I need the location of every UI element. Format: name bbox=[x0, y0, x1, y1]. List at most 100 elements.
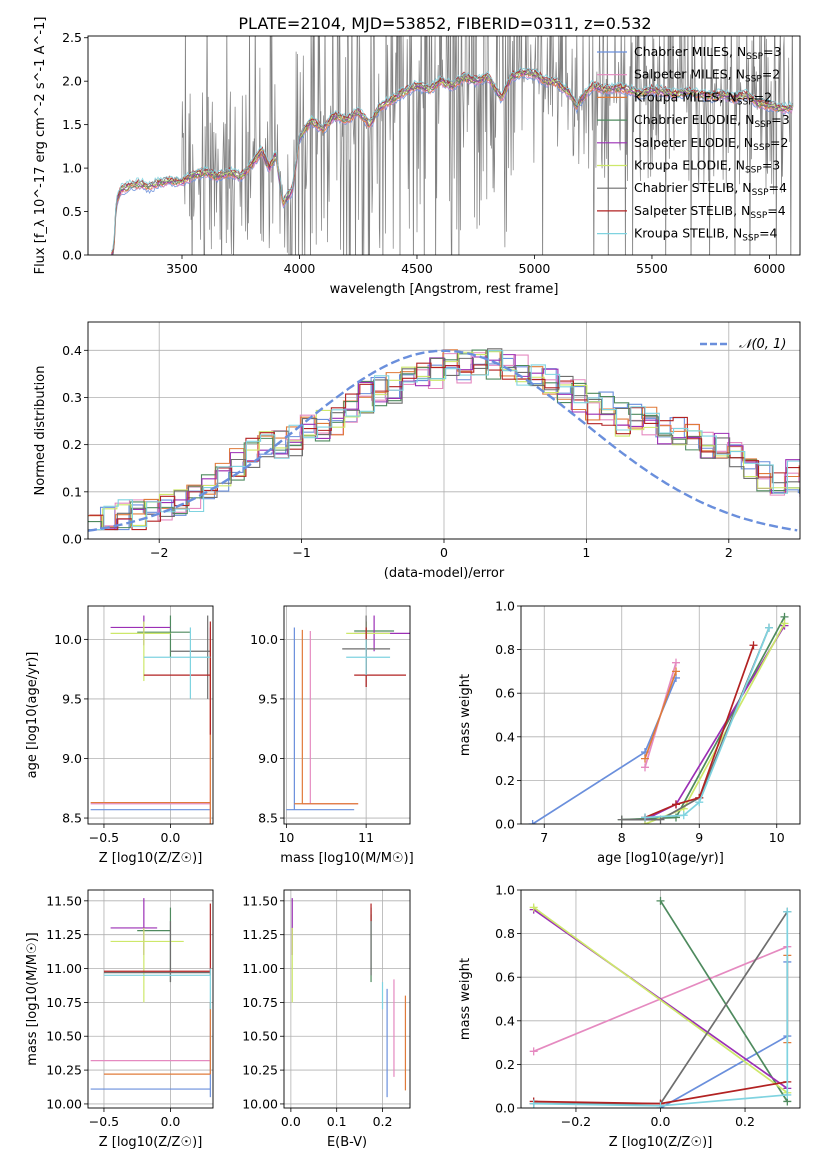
y-tick-label: 0.4 bbox=[62, 343, 82, 358]
y-tick-label: 0.0 bbox=[62, 532, 82, 547]
x-tick-label: 2 bbox=[725, 545, 733, 560]
legend-text: Salpeter MILES, N bbox=[634, 67, 745, 82]
panel-spectrum: 3500 4000 4500 5000 5500 6000 0.0 0.5 1.0 1.5 2.0 2… bbox=[33, 17, 801, 297]
x-axis-label: Z [log10(Z/Z☉)] bbox=[609, 1135, 713, 1150]
legend-count: =3 bbox=[762, 158, 780, 173]
x-tick-label: 0.2 bbox=[373, 1114, 393, 1129]
x-tick-label: 0.0 bbox=[161, 1114, 181, 1129]
weight-marker bbox=[641, 813, 649, 822]
y-tick-label: 11.50 bbox=[46, 893, 82, 908]
y-tick-label: 10.75 bbox=[46, 995, 82, 1010]
x-tick-label: −0.2 bbox=[561, 1114, 591, 1129]
weight-marker bbox=[783, 1090, 792, 1099]
y-axis-label: mass weight bbox=[458, 958, 473, 1040]
weight-marker bbox=[528, 820, 537, 824]
weight-line bbox=[644, 671, 677, 759]
x-axis-label: wavelength [Angstrom, rest frame] bbox=[330, 282, 559, 297]
x-tick-label: 5000 bbox=[519, 261, 551, 276]
legend-text: Kroupa MILES, N bbox=[634, 89, 737, 104]
legend-entry: Chabrier STELIB, NSSP=4 bbox=[634, 180, 787, 198]
y-tick-label: 0.2 bbox=[495, 773, 515, 788]
legend-count: =3 bbox=[763, 44, 781, 59]
x-tick-label: 0.0 bbox=[651, 1114, 671, 1129]
legend-sub: SSP bbox=[746, 52, 763, 62]
y-tick-label: 0.0 bbox=[495, 1101, 515, 1116]
residual-histogram bbox=[88, 351, 800, 531]
x-tick-label: 9 bbox=[695, 830, 703, 845]
panel-age_vs_mass: 10 11 8.5 9.0 9.5 10.0 mass [log10(M/M☉)] bbox=[250, 605, 414, 866]
weight-line bbox=[644, 644, 755, 819]
legend-entry: Salpeter STELIB, NSSP=4 bbox=[634, 203, 786, 221]
weight-marker bbox=[783, 907, 792, 916]
weight-line bbox=[644, 627, 770, 819]
weight-line bbox=[532, 677, 677, 824]
panel-massweight_vs_Z: −0.2 0.0 0.2 0.0 0.2 0.4 0.6 0.8 1.0 Z [log10(Z/Z… bbox=[458, 883, 801, 1150]
y-tick-label: 11.00 bbox=[46, 961, 82, 976]
panel-age_vs_Z: −0.5 0.0 8.5 9.0 9.5 10.0 Z [log10(Z/Z☉)] age [… bbox=[25, 605, 214, 866]
axes-frame bbox=[87, 321, 801, 540]
weight-line bbox=[533, 906, 788, 1094]
plot-area bbox=[528, 612, 789, 824]
weight-marker bbox=[780, 619, 789, 628]
legend-count: =3 bbox=[771, 112, 789, 127]
x-axis-label: E(B-V) bbox=[327, 1135, 367, 1150]
legend-sub: SSP bbox=[750, 211, 767, 221]
residual-histogram bbox=[88, 357, 800, 531]
y-tick-label: 2.5 bbox=[62, 30, 82, 45]
weight-line bbox=[660, 961, 789, 1108]
legend-count: =2 bbox=[762, 67, 780, 82]
y-tick-label: 1.0 bbox=[495, 883, 515, 898]
panel-mass_vs_ebv: 0.0 0.1 0.2 10.00 10.25 10.50 10.75 11.00 11.25 1… bbox=[242, 889, 411, 1150]
y-tick-label: 0.8 bbox=[495, 926, 515, 941]
y-tick-label: 11.25 bbox=[242, 927, 278, 942]
y-tick-label: 9.0 bbox=[258, 751, 278, 766]
data-spectrum bbox=[111, 36, 794, 255]
y-tick-label: 10.75 bbox=[242, 995, 278, 1010]
y-tick-label: 0.6 bbox=[495, 686, 515, 701]
residual-histogram bbox=[88, 348, 800, 531]
x-tick-label: −2 bbox=[150, 545, 168, 560]
weight-marker bbox=[672, 800, 680, 809]
x-axis-label: mass [log10(M/M☉)] bbox=[280, 851, 413, 866]
legend-count: =2 bbox=[770, 135, 788, 150]
weight-marker bbox=[672, 667, 680, 676]
axes-frame bbox=[283, 889, 411, 1109]
weight-marker bbox=[529, 1099, 538, 1108]
legend-sub: SSP bbox=[754, 120, 771, 130]
x-tick-label: 10 bbox=[278, 830, 294, 845]
legend-text: Salpeter STELIB, N bbox=[634, 203, 750, 218]
y-tick-label: 10.00 bbox=[242, 1096, 278, 1111]
weight-marker bbox=[641, 763, 649, 772]
legend-count: =4 bbox=[769, 180, 787, 195]
y-tick-label: 10.0 bbox=[250, 632, 278, 647]
panel-massweight_vs_age: 7 8 9 10 0.0 0.2 0.4 0.6 0.8 1.0 age [log10(age/yr… bbox=[458, 599, 801, 866]
legend-sub: SSP bbox=[753, 143, 770, 153]
weight-marker bbox=[656, 1101, 665, 1108]
x-axis-label: age [log10(age/yr)] bbox=[597, 851, 724, 866]
x-tick-label: 0.0 bbox=[281, 1114, 301, 1129]
x-tick-label: 0.0 bbox=[161, 830, 181, 845]
axes-frame bbox=[87, 35, 801, 256]
y-tick-label: 10.50 bbox=[242, 1029, 278, 1044]
weight-marker bbox=[617, 815, 626, 824]
legend-sub: SSP bbox=[742, 234, 759, 244]
residual-histogram bbox=[88, 349, 800, 529]
plot-area bbox=[291, 898, 407, 1098]
axes-frame bbox=[87, 889, 214, 1109]
plot-area bbox=[286, 615, 410, 811]
y-tick-label: 0.1 bbox=[62, 484, 82, 499]
legend-count: =4 bbox=[759, 226, 777, 241]
x-tick-label: −1 bbox=[292, 545, 310, 560]
y-tick-label: 0.2 bbox=[62, 437, 82, 452]
y-axis-label: Normed distribution bbox=[33, 366, 48, 496]
legend-entry: 𝒩(0, 1) bbox=[739, 337, 786, 352]
legend-entry: Chabrier ELODIE, NSSP=3 bbox=[634, 112, 790, 130]
y-tick-label: 8.5 bbox=[258, 811, 278, 826]
legend-sub: SSP bbox=[745, 75, 762, 85]
legend-entry: Chabrier MILES, NSSP=3 bbox=[634, 44, 782, 62]
weight-marker bbox=[529, 903, 538, 912]
x-axis-label: (data-model)/error bbox=[384, 566, 505, 581]
legend-text: Chabrier ELODIE, N bbox=[634, 112, 754, 127]
panel-mass_vs_Z: −0.5 0.0 10.00 10.25 10.50 10.75 11.00 11.25 11.… bbox=[25, 889, 214, 1150]
model-line bbox=[111, 66, 793, 252]
